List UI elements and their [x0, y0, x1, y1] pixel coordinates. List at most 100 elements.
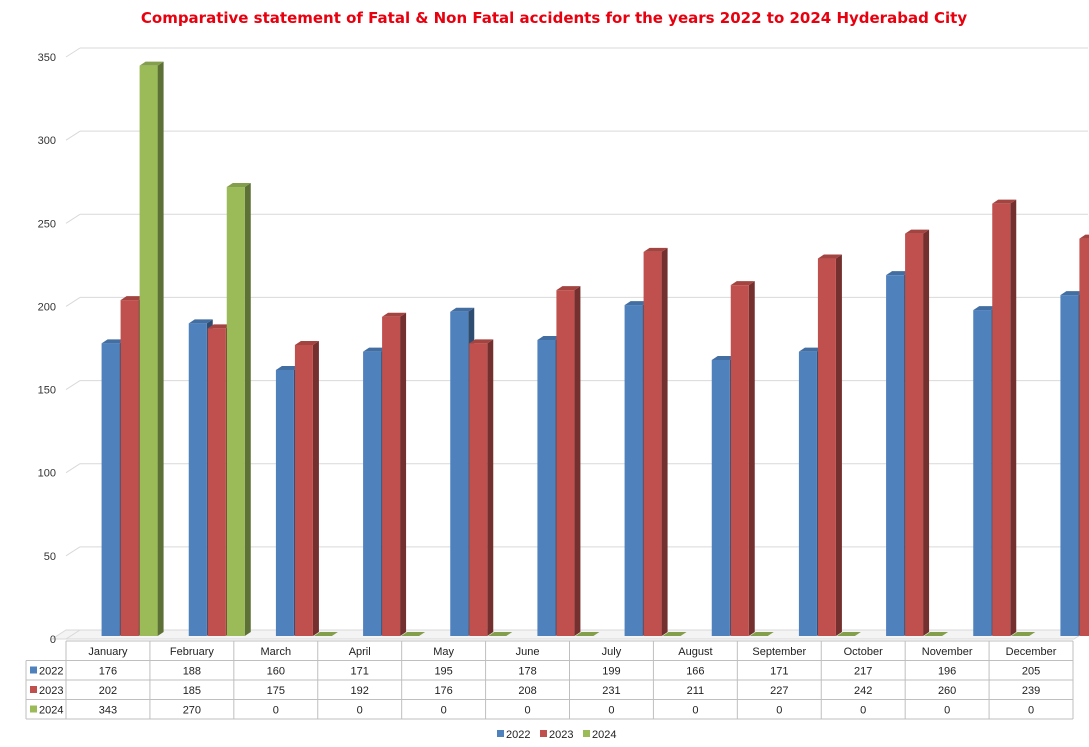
bar-front — [450, 311, 469, 636]
table-cell: 239 — [1022, 685, 1040, 697]
table-cell: 188 — [183, 666, 201, 678]
x-tick-label: June — [516, 646, 540, 658]
bar-top — [226, 183, 251, 188]
table-cell: 0 — [860, 705, 866, 717]
table-cell: 192 — [351, 685, 369, 697]
bar-2024-june — [575, 632, 600, 636]
table-cell: 176 — [99, 666, 117, 678]
table-cell: 202 — [99, 685, 117, 697]
table-series-label: 2024 — [39, 705, 63, 717]
table-cell: 231 — [602, 685, 620, 697]
bar-2024-january — [139, 61, 164, 636]
bar-top — [711, 355, 736, 360]
bar-front — [798, 351, 817, 636]
table-cell: 185 — [183, 685, 201, 697]
table-legend-key — [30, 705, 37, 713]
x-tick-label: May — [433, 646, 454, 658]
gridline-side — [65, 47, 81, 58]
bar-side — [1010, 199, 1017, 636]
table-legend-key — [30, 686, 37, 693]
table-cell: 270 — [183, 705, 201, 717]
bar-front — [469, 343, 488, 636]
bar-2024-february — [226, 183, 251, 636]
bar-side — [487, 339, 494, 636]
bar-top — [537, 336, 562, 341]
y-tick-label: 300 — [38, 135, 56, 147]
bar-top — [207, 324, 232, 329]
table-cell: 178 — [518, 666, 536, 678]
bar-top — [313, 632, 338, 636]
bar-2023-november — [992, 199, 1017, 636]
bar-top — [798, 347, 823, 352]
table-cell: 205 — [1022, 666, 1040, 678]
bar-front — [624, 305, 643, 636]
y-tick-label: 150 — [38, 385, 56, 397]
bar-side — [574, 286, 581, 636]
bar-side — [923, 229, 930, 637]
bar-top — [556, 286, 581, 291]
bar-2023-july — [643, 247, 668, 636]
bar-top — [1060, 291, 1085, 296]
x-tick-label: September — [752, 646, 806, 658]
table-cell: 171 — [770, 666, 788, 678]
bar-top — [294, 341, 319, 345]
data-table: January February March April May June July Augu… — [25, 640, 1074, 720]
x-tick-label: November — [922, 646, 973, 658]
y-tick-label: 0 — [50, 634, 56, 646]
table-cell: 195 — [434, 666, 452, 678]
x-tick-label: February — [170, 646, 215, 658]
table-cell: 0 — [524, 705, 530, 717]
bar-front — [101, 343, 120, 636]
bar-front — [1060, 295, 1079, 636]
bar-top — [730, 281, 755, 286]
bar-top — [924, 632, 949, 636]
x-tick-label: April — [349, 646, 371, 658]
bar-front — [188, 323, 207, 636]
bar-side — [835, 254, 842, 636]
bar-front — [363, 351, 382, 636]
bar-top — [120, 296, 145, 301]
bar-2023-september — [817, 254, 842, 636]
bar-front — [817, 258, 836, 636]
x-tick-label: January — [88, 646, 128, 658]
y-tick-label: 350 — [38, 52, 56, 64]
table-series-label: 2023 — [39, 685, 63, 697]
x-tick-label: March — [261, 646, 292, 658]
bar-top — [1011, 632, 1036, 636]
bar-top — [992, 199, 1017, 204]
table-cell: 242 — [854, 685, 872, 697]
table-cell: 171 — [351, 666, 369, 678]
table-cell: 217 — [854, 666, 872, 678]
bar-top — [836, 632, 861, 636]
y-tick-label: 250 — [38, 218, 56, 230]
bar-side — [400, 312, 407, 636]
bar-side — [748, 281, 755, 636]
bar-top — [1079, 234, 1089, 239]
table-cell: 166 — [686, 666, 704, 678]
bar-2023-december — [1079, 234, 1089, 636]
bar-front — [886, 275, 905, 636]
gridline-side — [65, 297, 81, 307]
table-cell: 211 — [687, 685, 705, 697]
legend-label: 2022 — [506, 729, 530, 741]
y-tick-label: 50 — [44, 551, 56, 563]
table-cell: 260 — [938, 685, 956, 697]
bar-top — [488, 632, 513, 636]
bar-side — [312, 341, 319, 636]
legend-key — [497, 730, 504, 737]
bar-front — [294, 345, 313, 636]
table-cell: 208 — [518, 685, 536, 697]
legend-key — [583, 730, 590, 737]
table-cell: 199 — [602, 666, 620, 678]
bar-2024-april — [401, 632, 426, 636]
bar-top — [749, 632, 774, 636]
table-cell: 0 — [1028, 705, 1034, 717]
bar-top — [662, 632, 687, 636]
table-cell: 196 — [938, 666, 956, 678]
bar-2024-may — [488, 632, 513, 636]
bar-top — [905, 229, 930, 234]
bar-top — [450, 307, 475, 312]
bar-front — [711, 359, 730, 636]
table-cell: 0 — [441, 705, 447, 717]
bar-2024-august — [749, 632, 774, 636]
